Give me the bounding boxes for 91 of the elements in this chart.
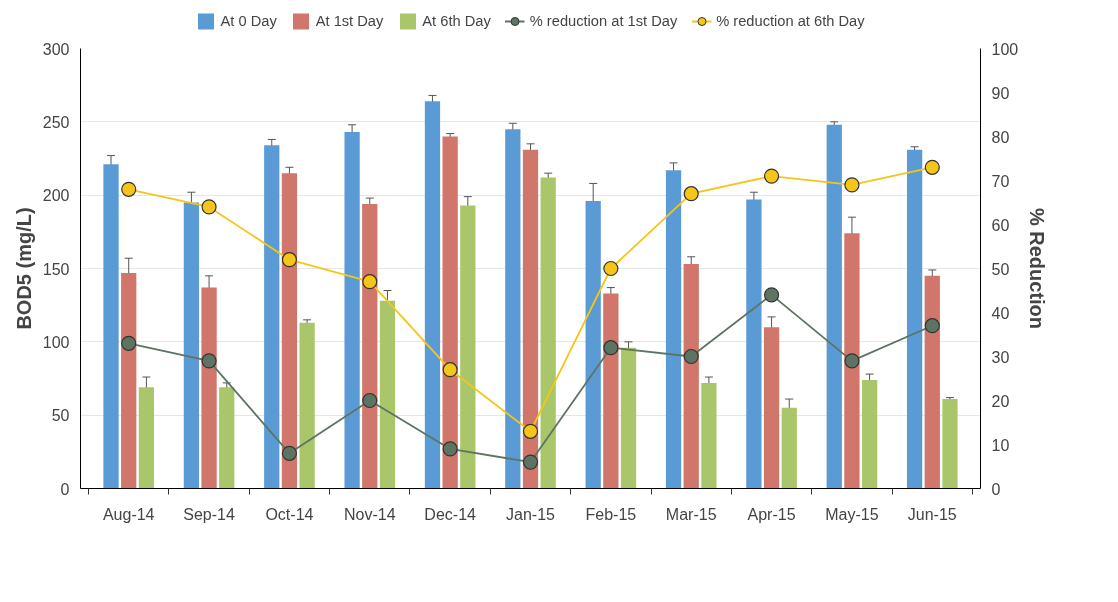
y2-tick-label: 90 [991,84,1010,102]
x-tick-label: Mar-15 [665,505,717,523]
y2-tick-label: 100 [991,40,1019,58]
x-tick-label: Dec-14 [424,505,477,523]
y2-tick-label: 50 [991,260,1010,278]
point [763,168,780,184]
legend-label: % reduction at 1st Day [529,13,678,29]
bar [442,136,458,489]
y2-axis-title: % Reduction [1026,207,1049,330]
legend-label: At 1st Day [315,13,384,29]
y-tick-label: 50 [51,407,70,425]
y2-tick-label: 0 [991,480,1001,498]
point [201,199,217,215]
y-tick-label: 200 [42,187,70,205]
x-tick-label: Jan-15 [506,505,556,523]
bar [942,399,958,489]
x-tick-label: Nov-14 [344,505,396,523]
point [844,177,860,193]
y2-tick-label: 70 [991,172,1010,190]
x-tick-label: Jun-15 [907,505,957,523]
bar [620,347,637,489]
point [201,353,217,369]
bar [924,275,940,489]
y-axis-title: BOD5 (mg/L) [12,207,35,330]
bar [362,203,378,489]
bar [701,382,717,489]
bar [746,199,762,489]
bar [219,387,235,489]
y-tick-label: 150 [42,260,70,278]
bar [138,387,155,489]
bar [844,233,860,489]
point [603,260,619,277]
bar [522,149,539,489]
point [362,392,378,409]
bar [665,170,682,489]
x-tick-label: May-15 [825,505,879,523]
bar [505,129,521,489]
y2-tick-label: 30 [991,348,1010,366]
x-tick-label: Aug-14 [102,505,155,523]
point [121,335,137,351]
legend-label: % reduction at 6th Day [716,13,865,29]
point [522,423,539,439]
point [603,340,619,356]
bar [281,173,298,489]
y2-tick-label: 80 [991,128,1010,146]
bar [781,407,797,489]
point [763,287,780,303]
point [281,445,298,461]
point [683,348,699,365]
bar [826,124,842,489]
y-tick-label: 250 [42,113,70,131]
bar [763,327,780,489]
bar [183,202,200,489]
point [683,186,699,202]
bar [460,205,476,489]
x-tick-label: Feb-15 [585,505,637,523]
y-tick-label: 300 [42,40,70,58]
point [924,159,940,175]
bar [299,322,315,489]
bar [379,300,396,489]
bar [683,264,699,489]
y-tick-label: 100 [42,333,70,351]
bar [603,293,619,489]
bar [424,101,441,489]
bar [585,201,601,489]
bar [121,272,137,489]
x-tick-label: Sep-14 [183,505,235,523]
bar [103,164,119,489]
y2-tick-label: 10 [991,436,1010,454]
y2-tick-label: 60 [991,216,1010,234]
bar [264,145,280,489]
point [442,441,458,457]
point [844,353,860,369]
point [281,252,298,268]
point [362,274,378,290]
bar [201,287,217,489]
bar [540,177,556,489]
y-tick-label: 0 [60,480,70,498]
bar [344,132,360,489]
x-tick-label: Oct-14 [265,505,314,523]
legend-label: At 0 Day [220,13,277,29]
point [121,181,137,197]
x-tick-label: Apr-15 [747,505,796,523]
y2-tick-label: 40 [991,304,1010,322]
point [522,454,539,470]
point [924,318,940,334]
point [442,362,458,378]
bar [906,149,923,489]
legend-label: At 6th Day [422,13,491,29]
y2-tick-label: 20 [991,392,1010,410]
bar [861,379,878,489]
